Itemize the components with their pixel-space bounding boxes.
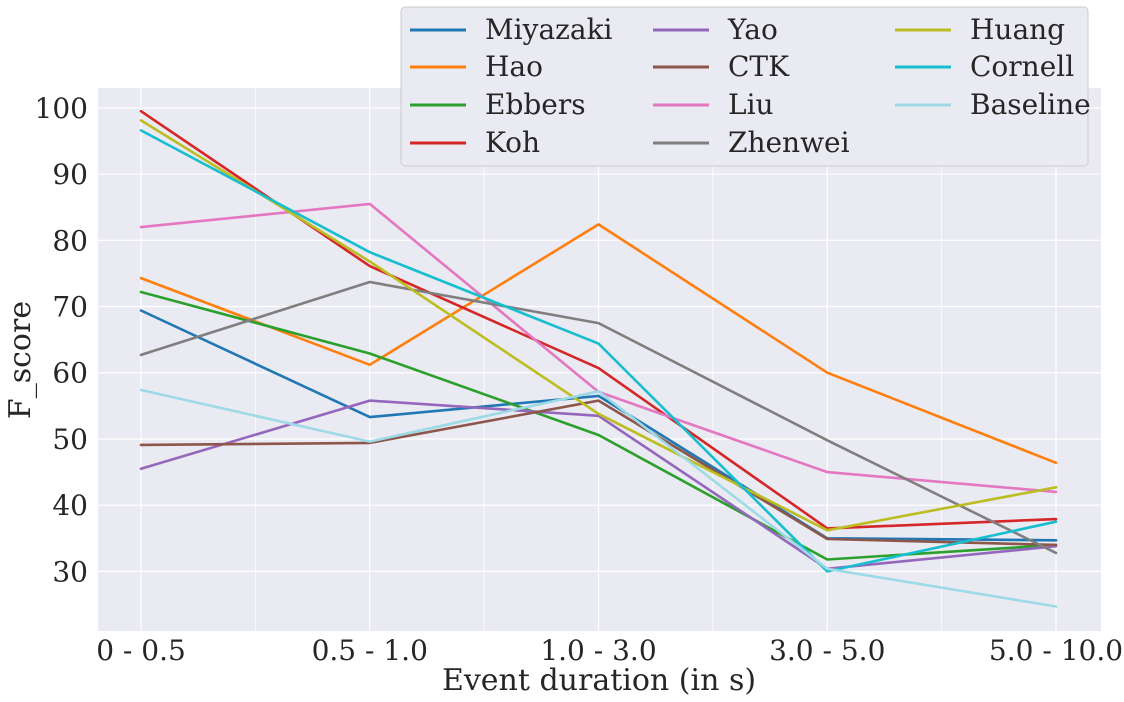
y-tick-label: 60 bbox=[52, 357, 88, 390]
grid-lines bbox=[98, 88, 1101, 631]
series-line-miyazaki bbox=[139, 309, 1058, 542]
x-tick-label: 1.0 - 3.0 bbox=[540, 634, 656, 667]
legend-label: Koh bbox=[485, 126, 540, 159]
x-tick-label: 0 - 0.5 bbox=[96, 634, 186, 667]
legend-label: Ebbers bbox=[485, 88, 586, 121]
legend-label: Baseline bbox=[970, 88, 1091, 121]
legend-label: Liu bbox=[728, 88, 774, 121]
y-tick-label: 90 bbox=[52, 158, 88, 191]
legend-label: Hao bbox=[485, 50, 543, 83]
y-tick-label: 70 bbox=[52, 291, 88, 324]
y-tick-label: 80 bbox=[52, 224, 88, 257]
legend-label: CTK bbox=[728, 50, 790, 83]
series-line-ctk bbox=[139, 399, 1058, 547]
legend: Miyazaki Hao Ebbers Koh Yao CTK Liu Zhenwei Huan… bbox=[400, 6, 1091, 167]
y-tick-label: 100 bbox=[35, 92, 88, 125]
y-tick-labels: 30 40 50 60 70 80 90 100 bbox=[35, 92, 88, 589]
series-line-huang bbox=[139, 119, 1058, 532]
x-tick-labels: 0 - 0.5 0.5 - 1.0 1.0 - 3.0 3.0 - 5.0 5.0 - … bbox=[96, 634, 1123, 667]
series-lines bbox=[139, 109, 1058, 608]
legend-label: Zhenwei bbox=[728, 126, 850, 159]
x-axis-label: Event duration (in s) bbox=[442, 663, 756, 698]
legend-label: Huang bbox=[970, 13, 1065, 46]
series-line-cornell bbox=[139, 129, 1058, 573]
y-axis-label: F_score bbox=[3, 301, 38, 419]
y-tick-label: 30 bbox=[52, 555, 88, 588]
series-line-baseline bbox=[139, 388, 1058, 608]
legend-label: Miyazaki bbox=[485, 13, 613, 46]
y-tick-label: 40 bbox=[52, 489, 88, 522]
x-tick-label: 0.5 - 1.0 bbox=[312, 634, 428, 667]
x-tick-label: 3.0 - 5.0 bbox=[769, 634, 885, 667]
legend-label: Cornell bbox=[970, 50, 1074, 83]
y-tick-label: 50 bbox=[52, 423, 88, 456]
legend-frame bbox=[400, 6, 1089, 167]
series-line-zhenwei bbox=[139, 280, 1058, 555]
x-tick-label: 5.0 - 10.0 bbox=[989, 634, 1123, 667]
legend-label: Yao bbox=[727, 13, 778, 46]
series-line-hao bbox=[139, 223, 1058, 465]
